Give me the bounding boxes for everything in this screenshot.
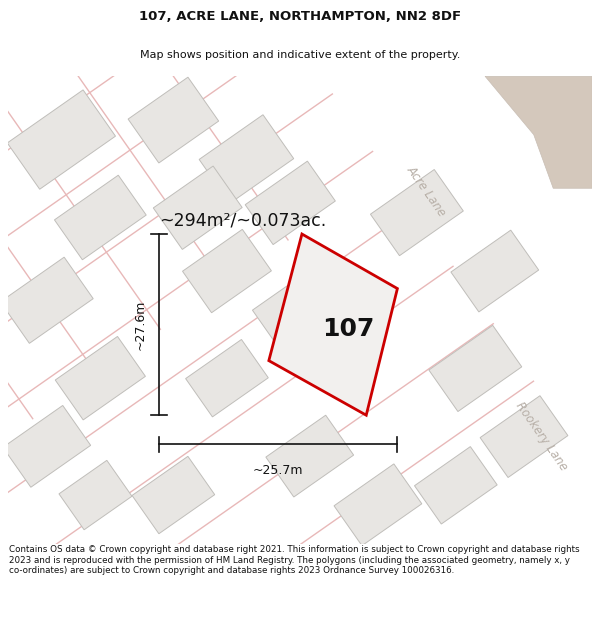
Polygon shape (334, 464, 422, 546)
Text: ~25.7m: ~25.7m (253, 464, 304, 477)
Polygon shape (128, 78, 218, 163)
Polygon shape (245, 161, 335, 244)
Polygon shape (253, 270, 338, 350)
Text: Map shows position and indicative extent of the property.: Map shows position and indicative extent… (140, 50, 460, 60)
Polygon shape (451, 230, 539, 312)
Polygon shape (3, 406, 91, 488)
Polygon shape (55, 336, 145, 420)
Polygon shape (415, 447, 497, 524)
Polygon shape (7, 90, 115, 189)
Polygon shape (269, 234, 397, 415)
Polygon shape (185, 339, 268, 417)
Polygon shape (1, 257, 93, 343)
Text: ~27.6m: ~27.6m (134, 299, 147, 350)
Text: Contains OS data © Crown copyright and database right 2021. This information is : Contains OS data © Crown copyright and d… (9, 546, 580, 575)
Polygon shape (55, 175, 146, 260)
Polygon shape (199, 115, 294, 203)
Polygon shape (59, 461, 132, 530)
Text: Rookery Lane: Rookery Lane (513, 400, 570, 473)
Polygon shape (132, 456, 215, 534)
Text: 107, ACRE LANE, NORTHAMPTON, NN2 8DF: 107, ACRE LANE, NORTHAMPTON, NN2 8DF (139, 10, 461, 23)
Text: ~294m²/~0.073ac.: ~294m²/~0.073ac. (159, 211, 326, 229)
Text: 107: 107 (322, 318, 374, 341)
Polygon shape (370, 169, 463, 256)
Polygon shape (153, 166, 242, 249)
Polygon shape (266, 415, 353, 497)
Polygon shape (182, 229, 271, 312)
Text: Acre Lane: Acre Lane (404, 163, 449, 219)
Polygon shape (485, 76, 592, 188)
Polygon shape (480, 396, 568, 478)
Polygon shape (429, 326, 522, 411)
